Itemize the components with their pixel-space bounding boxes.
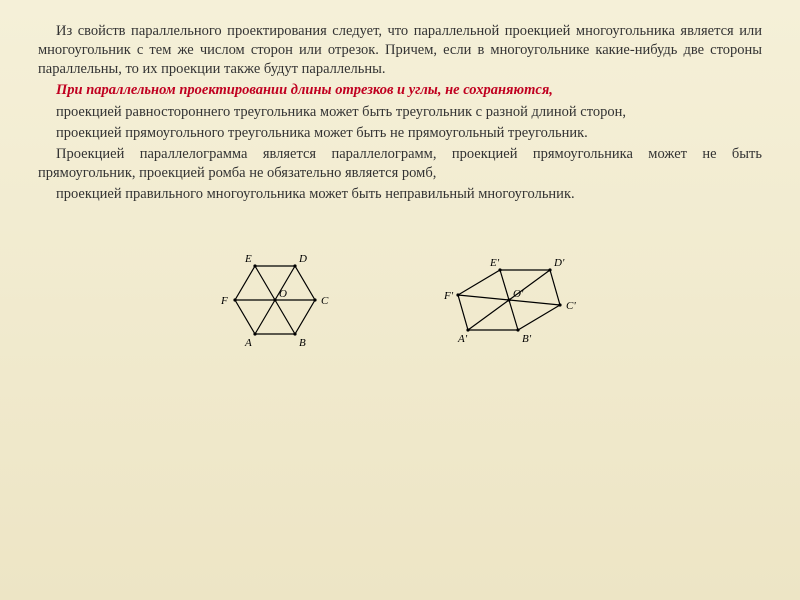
svg-text:O: O [279, 288, 287, 300]
paragraph-4: проекцией прямоугольного треугольника мо… [38, 124, 762, 143]
svg-text:A': A' [457, 333, 468, 345]
svg-text:O': O' [513, 288, 524, 300]
svg-text:E': E' [489, 257, 500, 269]
svg-text:F: F [220, 295, 228, 307]
paragraph-6: проекцией правильного многоугольника мож… [38, 185, 762, 204]
svg-text:D': D' [553, 257, 565, 269]
svg-text:F': F' [443, 290, 454, 302]
svg-text:C': C' [566, 300, 576, 312]
projected-hexagon-diagram: A' B' C' D' E' F' O' [420, 222, 600, 362]
svg-text:A: A [244, 337, 252, 349]
hexagon-diagram: A B C D E F O [200, 222, 360, 362]
projected-svg: A' B' C' D' E' F' O' [420, 222, 600, 362]
svg-text:D: D [298, 253, 307, 265]
paragraph-1: Из свойств параллельного проектирования … [38, 22, 762, 79]
diagrams-container: A B C D E F O A' B' C' D' E' F' O' [38, 222, 762, 362]
paragraph-2-emphasis: При параллельном проектировании длины от… [38, 81, 762, 100]
paragraph-5: Проекцией параллелограмма является парал… [38, 145, 762, 183]
hexagon-svg: A B C D E F O [200, 222, 360, 362]
svg-text:E: E [244, 253, 252, 265]
svg-text:B: B [299, 337, 306, 349]
svg-text:C: C [321, 295, 329, 307]
paragraph-3: проекцией равностороннего треугольника м… [38, 103, 762, 122]
svg-text:B': B' [522, 333, 532, 345]
document-content: Из свойств параллельного проектирования … [0, 0, 800, 372]
